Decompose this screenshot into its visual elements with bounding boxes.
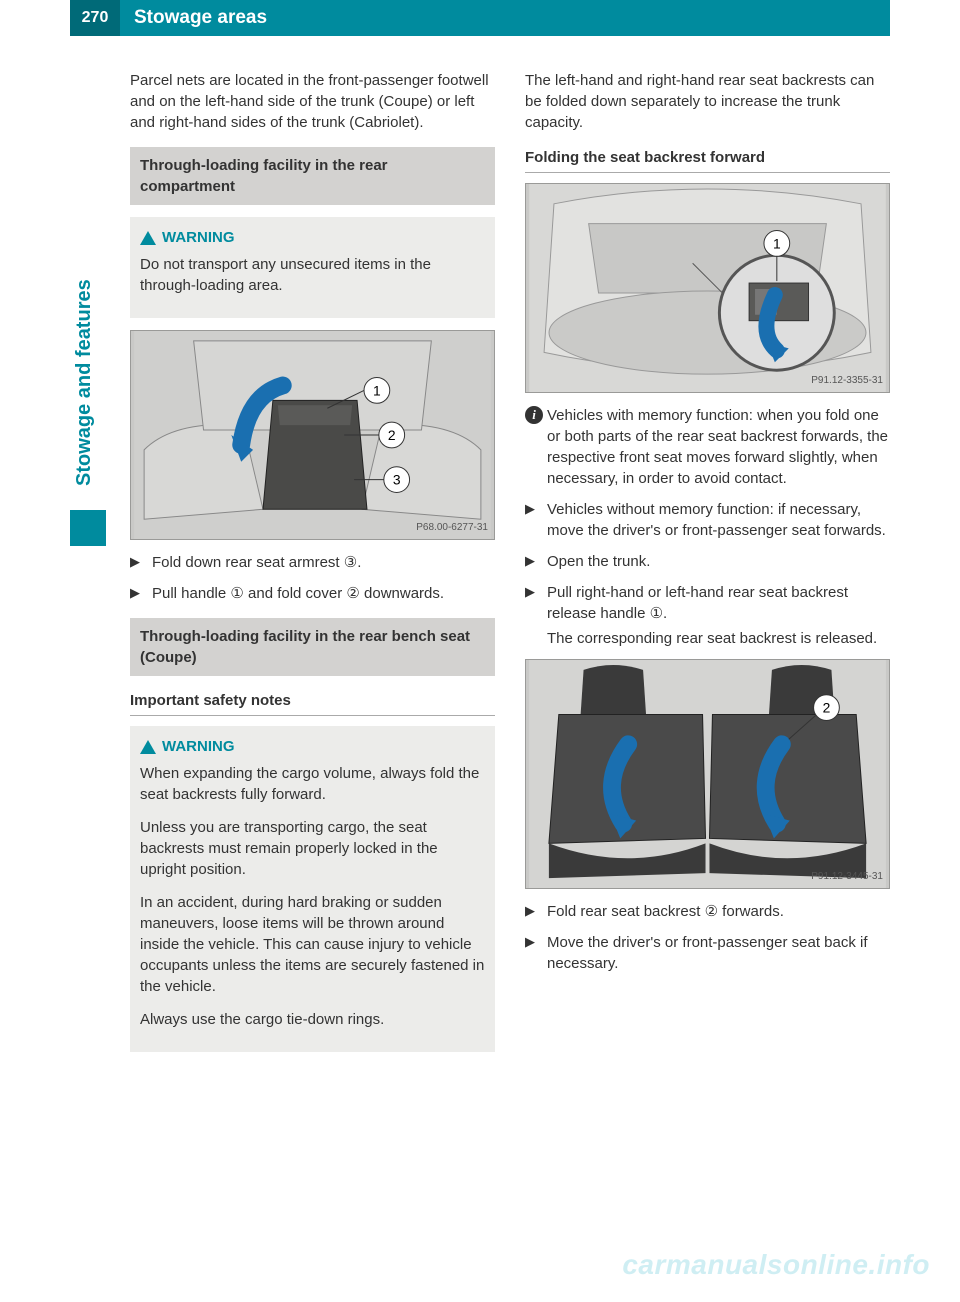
svg-text:1: 1 [373, 382, 381, 398]
list-item: ▶Open the trunk. [525, 551, 890, 572]
warning-body: In an accident, during hard braking or s… [140, 892, 485, 997]
figure-seats: 2 P91.12-3445-31 [525, 659, 890, 889]
figure-armrest: 1 2 3 P68.00-6277-31 [130, 330, 495, 540]
sub-heading: Folding the seat backrest forward [525, 147, 890, 173]
instruction-list: ▶Vehicles without memory function: if ne… [525, 499, 890, 624]
warning-body: Unless you are transporting cargo, the s… [140, 817, 485, 880]
warning-title: WARNING [140, 736, 485, 757]
figure-credit: P91.12-3355-31 [811, 374, 883, 388]
sub-heading: Important safety notes [130, 690, 495, 716]
list-text: Vehicles with memory function: when you … [547, 407, 888, 487]
continuation-text: The corresponding rear seat backrest is … [525, 628, 890, 649]
intro-paragraph: The left-hand and right-hand rear seat b… [525, 70, 890, 133]
list-text: Vehicles without memory function: if nec… [547, 501, 886, 539]
list-text: Move the driver's or front-passenger sea… [547, 934, 868, 972]
list-item: ▶Move the driver's or front-passenger se… [525, 932, 890, 974]
side-tab-text: Stowage and features [70, 230, 98, 490]
content-area: Parcel nets are located in the front-pas… [130, 70, 890, 1064]
warning-triangle-icon [140, 231, 156, 245]
seats-illustration: 2 [526, 660, 889, 888]
list-item: ▶Fold rear seat backrest ② forwards. [525, 901, 890, 922]
section-heading: Through-loading facility in the rear com… [130, 147, 495, 205]
trunk-illustration: 1 [526, 184, 889, 392]
list-item: ▶Vehicles without memory function: if ne… [525, 499, 890, 541]
list-text: Open the trunk. [547, 553, 650, 570]
warning-box: WARNING When expanding the cargo volume,… [130, 726, 495, 1052]
list-text: Fold down rear seat armrest ③. [152, 554, 361, 571]
list-item: ▶Fold down rear seat armrest ③. [130, 552, 495, 573]
left-column: Parcel nets are located in the front-pas… [130, 70, 495, 1064]
list-text: Pull handle ① and fold cover ② downwards… [152, 585, 444, 602]
side-tab: Stowage and features [70, 230, 108, 510]
watermark: carmanualsonline.info [622, 1245, 930, 1284]
list-text: Fold rear seat backrest ② forwards. [547, 903, 784, 920]
figure-trunk: 1 P91.12-3355-31 [525, 183, 890, 393]
chapter-title: Stowage areas [120, 5, 267, 32]
warning-body: Do not transport any unsecured items in … [140, 254, 485, 296]
list-item: i Vehicles with memory function: when yo… [525, 405, 890, 489]
intro-paragraph: Parcel nets are located in the front-pas… [130, 70, 495, 133]
armrest-illustration: 1 2 3 [131, 331, 494, 539]
section-heading: Through-loading facility in the rear ben… [130, 618, 495, 676]
list-item: ▶Pull handle ① and fold cover ② downward… [130, 583, 495, 604]
warning-body: Always use the cargo tie-down rings. [140, 1009, 485, 1030]
list-text: Pull right-hand or left-hand rear seat b… [547, 584, 848, 622]
instruction-list: ▶Fold down rear seat armrest ③. ▶Pull ha… [130, 552, 495, 604]
list-item: ▶Pull right-hand or left-hand rear seat … [525, 582, 890, 624]
side-tab-square [70, 510, 106, 546]
svg-text:1: 1 [773, 235, 781, 251]
warning-title: WARNING [140, 227, 485, 248]
info-list: i Vehicles with memory function: when yo… [525, 405, 890, 489]
figure-credit: P68.00-6277-31 [416, 521, 488, 535]
page-number: 270 [70, 0, 120, 36]
svg-text:2: 2 [823, 700, 831, 716]
warning-label: WARNING [162, 227, 235, 248]
instruction-list: ▶Fold rear seat backrest ② forwards. ▶Mo… [525, 901, 890, 974]
figure-credit: P91.12-3445-31 [811, 870, 883, 884]
warning-label: WARNING [162, 736, 235, 757]
svg-text:3: 3 [393, 472, 401, 488]
warning-triangle-icon [140, 740, 156, 754]
info-icon: i [525, 406, 543, 424]
header-bar: 270 Stowage areas [70, 0, 890, 36]
warning-body: When expanding the cargo volume, always … [140, 763, 485, 805]
warning-box: WARNING Do not transport any unsecured i… [130, 217, 495, 318]
right-column: The left-hand and right-hand rear seat b… [525, 70, 890, 1064]
svg-text:2: 2 [388, 427, 396, 443]
